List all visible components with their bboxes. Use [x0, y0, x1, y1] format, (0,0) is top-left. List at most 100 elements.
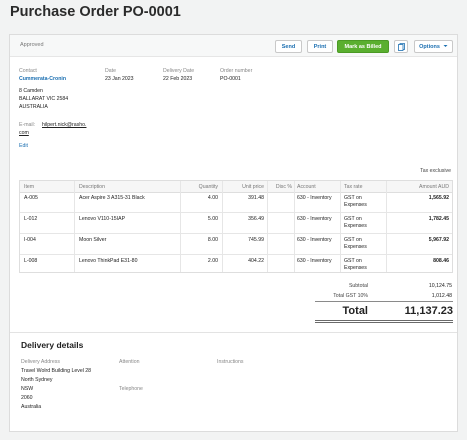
cell-amount: 808.46	[433, 258, 449, 264]
cell-item: I-004	[24, 237, 36, 243]
table-row[interactable]: L-008 Lenovo ThinkPad E31-80 2.00 404.22…	[20, 255, 452, 272]
options-button[interactable]: Options	[414, 40, 453, 53]
cell-amount: 1,782.45	[428, 216, 449, 222]
col-header-quantity: Quantity	[198, 184, 218, 190]
attention-label: Attention	[119, 359, 140, 365]
cell-unit-price: 745.99	[248, 237, 264, 243]
email-label: E-mail:	[19, 122, 36, 128]
contact-address-line-3: AUSTRALIA	[19, 104, 48, 110]
col-header-account: Account	[297, 184, 316, 190]
contact-address-line-1: 8 Camden	[19, 88, 43, 94]
options-label: Options	[419, 43, 440, 50]
cell-description: Moon Silver	[79, 237, 107, 243]
gst-value: 1,012.48	[431, 293, 452, 299]
col-divider	[386, 181, 387, 272]
table-row[interactable]: A-005 Acer Aspire 3 A315-31 Black 4.00 3…	[20, 192, 452, 213]
caret-down-icon	[443, 44, 448, 50]
section-divider	[10, 332, 457, 333]
delivery-address-line-4: 2060	[21, 395, 33, 401]
delivery-date-value: 22 Feb 2023	[163, 76, 193, 82]
col-header-unit-price: Unit price	[242, 184, 264, 190]
col-divider	[74, 181, 75, 272]
cell-quantity: 2.00	[207, 258, 218, 264]
date-label: Date	[105, 68, 116, 74]
col-header-discount: Disc %	[275, 184, 292, 190]
cell-item: L-008	[24, 258, 38, 264]
col-divider	[222, 181, 223, 272]
col-header-tax-rate: Tax rate	[344, 184, 363, 190]
gst-label: Total GST 10%	[333, 293, 368, 299]
col-header-description: Description	[79, 184, 105, 190]
cell-description: Lenovo V110-15IAP	[79, 216, 126, 222]
cell-tax-rate-line-2: Expenses	[344, 202, 367, 208]
cell-tax-rate-line-1: GST on	[344, 216, 362, 222]
col-divider	[340, 181, 341, 272]
cell-description: Acer Aspire 3 A315-31 Black	[79, 195, 145, 201]
page-title: Purchase Order PO-0001	[10, 4, 181, 20]
tax-mode-label: Tax exclusive	[420, 168, 451, 174]
cell-quantity: 4.00	[207, 195, 218, 201]
cell-unit-price: 356.49	[248, 216, 264, 222]
col-divider	[294, 181, 295, 272]
col-divider	[180, 181, 181, 272]
cell-unit-price: 391.48	[248, 195, 264, 201]
mark-as-billed-button[interactable]: Mark as Billed	[337, 40, 389, 53]
edit-contact-link[interactable]: Edit	[19, 143, 28, 149]
email-link[interactable]: hilpert.nick@rasho.	[42, 122, 87, 128]
delivery-date-label: Delivery Date	[163, 68, 195, 74]
copy-button[interactable]	[394, 40, 408, 53]
total-double-underline	[315, 322, 453, 323]
cell-description: Lenovo ThinkPad E31-80	[79, 258, 138, 264]
toolbar: Approved Send Print Mark as Billed Optio…	[10, 35, 457, 57]
total-value: 11,137.23	[404, 305, 453, 317]
cell-amount: 5,967.92	[428, 237, 449, 243]
cell-tax-rate-line-1: GST on	[344, 258, 362, 264]
cell-tax-rate-line-1: GST on	[344, 237, 362, 243]
cell-unit-price: 404.22	[248, 258, 264, 264]
delivery-details-title: Delivery details	[21, 340, 84, 350]
instructions-label: Instructions	[217, 359, 244, 365]
total-label: Total	[342, 305, 368, 317]
table-row[interactable]: L-012 Lenovo V110-15IAP 5.00 356.49 630 …	[20, 213, 452, 234]
telephone-label: Telephone	[119, 386, 143, 392]
total-underline	[315, 320, 453, 321]
cell-account: 630 - Inventory	[297, 216, 332, 222]
purchase-order-card: Approved Send Print Mark as Billed Optio…	[9, 34, 458, 432]
col-divider	[267, 181, 268, 272]
cell-tax-rate-line-1: GST on	[344, 195, 362, 201]
cell-tax-rate-line-2: Expenses	[344, 244, 367, 250]
send-button[interactable]: Send	[275, 40, 302, 53]
copy-icon	[397, 42, 405, 51]
contact-address-line-2: BALLARAT VIC 2584	[19, 96, 69, 102]
totals-divider	[315, 301, 453, 302]
subtotal-label: Subtotal	[348, 283, 368, 289]
delivery-address-line-2: North Sydney	[21, 377, 53, 383]
contact-label: Contact	[19, 68, 37, 74]
cell-quantity: 5.00	[207, 216, 218, 222]
table-row[interactable]: I-004 Moon Silver 8.00 745.99 630 - Inve…	[20, 234, 452, 255]
cell-quantity: 8.00	[207, 237, 218, 243]
line-items-table: Item Description Quantity Unit price Dis…	[19, 180, 453, 273]
cell-account: 630 - Inventory	[297, 237, 332, 243]
delivery-address-line-3: NSW	[21, 386, 34, 392]
cell-item: L-012	[24, 216, 38, 222]
delivery-address-label: Delivery Address	[21, 359, 60, 365]
date-value: 23 Jan 2023	[105, 76, 134, 82]
cell-account: 630 - Inventory	[297, 195, 332, 201]
contact-name-link[interactable]: Cummerata-Cronin	[19, 76, 66, 82]
delivery-address-line-1: Travel Wolrd Building Level 28	[21, 368, 92, 374]
cell-account: 630 - Inventory	[297, 258, 332, 264]
print-button[interactable]: Print	[307, 40, 333, 53]
status-label: Approved	[20, 42, 44, 48]
email-link-continued[interactable]: com	[19, 130, 29, 136]
subtotal-value: 10,124.75	[428, 283, 452, 289]
cell-tax-rate-line-2: Expenses	[344, 265, 367, 271]
cell-tax-rate-line-2: Expenses	[344, 223, 367, 229]
cell-amount: 1,565.92	[428, 195, 449, 201]
delivery-address-line-5: Australia	[21, 404, 42, 410]
order-number-value: PO-0001	[220, 76, 241, 82]
col-header-amount: Amount AUD	[419, 184, 449, 190]
order-number-label: Order number	[220, 68, 253, 74]
cell-item: A-005	[24, 195, 38, 201]
col-header-item: Item	[24, 184, 35, 190]
